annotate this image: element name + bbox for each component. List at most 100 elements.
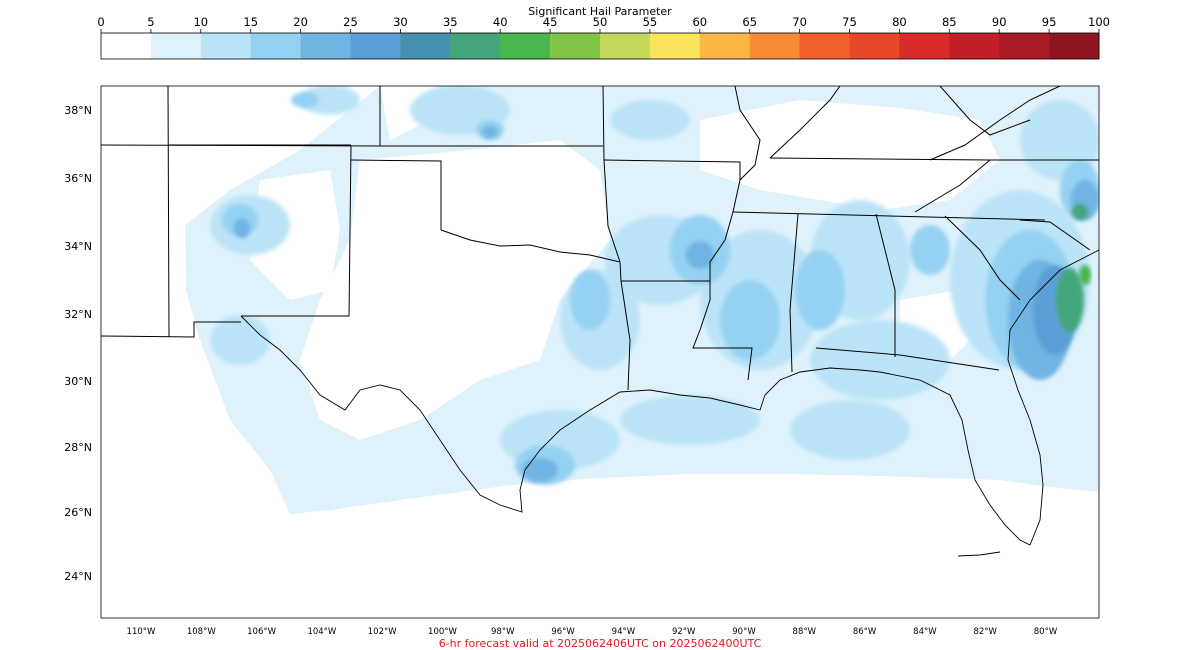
gap-west-texas — [300, 140, 610, 440]
colorbar-tick-label: 35 — [443, 15, 458, 29]
coast-texas-rio — [240, 315, 881, 513]
colorbar-swatch — [699, 33, 751, 59]
latitude-label: 38°N — [64, 104, 92, 117]
border-tx-la — [619, 261, 631, 391]
border-mississippi-river — [692, 86, 761, 381]
colorbar-tick-label: 85 — [942, 15, 957, 29]
border-az-nm — [167, 86, 170, 338]
colorbar-tick-labels: 0 5 10 15 20 25 30 35 40 45 50 55 60 65 70 75 80 85 90 95 10… — [97, 15, 1110, 33]
colorbar-tick-label: 95 — [1042, 15, 1057, 29]
longitude-label: 104°W — [307, 627, 336, 637]
colorbar-swatches — [101, 33, 1100, 59]
latitude-label: 26°N — [64, 506, 92, 519]
colorbar-swatch — [250, 33, 302, 59]
colorbar-tick-label: 10 — [193, 15, 208, 29]
colorbar-tick-label: 45 — [543, 15, 558, 29]
border-ga-sc — [944, 215, 1021, 301]
latitude-label: 34°N — [64, 240, 92, 253]
longitude-label: 94°W — [612, 627, 636, 637]
colorbar-title: Significant Hail Parameter — [528, 5, 672, 18]
colorbar-swatch — [799, 33, 850, 59]
latitude-label: 30°N — [64, 375, 92, 388]
colorbar-swatch — [150, 33, 202, 59]
colorbar-swatch — [999, 33, 1050, 59]
colorbar-tick-label: 20 — [293, 15, 308, 29]
colorbar-tick-label: 5 — [147, 15, 154, 29]
coastlines — [240, 249, 1099, 557]
gap-north — [700, 100, 1000, 210]
colorbar-tick-label: 70 — [792, 15, 807, 29]
colorbar-swatch — [350, 33, 401, 59]
border-ok-ar — [602, 86, 621, 263]
colorbar-swatch — [300, 33, 351, 59]
colorbar-tick-label: 30 — [393, 15, 408, 29]
colorbar-swatch — [1049, 33, 1100, 59]
coast-florida — [879, 249, 1099, 546]
longitude-label: 110°W — [127, 627, 156, 637]
longitude-label: 106°W — [247, 627, 276, 637]
colorbar-swatch — [200, 33, 252, 59]
longitude-label: 98°W — [491, 627, 515, 637]
latitude-label: 24°N — [64, 570, 92, 583]
border-tn-nc — [914, 159, 991, 213]
colorbar-tick-label: 80 — [892, 15, 907, 29]
border-ohio-river — [939, 86, 1031, 136]
longitude-label: 108°W — [187, 627, 216, 637]
political-borders — [101, 86, 1099, 391]
longitude-label: 82°W — [973, 627, 997, 637]
colorbar-tick-label: 0 — [97, 15, 104, 29]
latitude-label: 32°N — [64, 308, 92, 321]
map-panel: 38°N 36°N 34°N 32°N 30°N 28°N 26°N 24°N 110°W 10… — [64, 85, 1100, 637]
longitude-label: 100°W — [428, 627, 457, 637]
longitude-labels: 110°W 108°W 106°W 104°W 102°W 100°W 98°W 96°W 94… — [127, 627, 1058, 637]
colorbar-swatch — [101, 33, 152, 59]
border-fl-panhandle — [815, 347, 1000, 371]
border-nc-sc — [1019, 219, 1091, 251]
longitude-label: 86°W — [853, 627, 877, 637]
border-wv-ky — [929, 86, 1061, 161]
colorbar-tick-label: 65 — [742, 15, 757, 29]
border-ok-pan — [350, 159, 442, 230]
border-ms-al — [789, 213, 799, 373]
colorbar-swatch — [849, 33, 900, 59]
border-mexico-az — [101, 321, 241, 338]
colorbar-swatch — [550, 33, 601, 59]
colorbar-frame — [100, 32, 1100, 60]
colorbar-tick-label: 100 — [1088, 15, 1110, 29]
longitude-label: 80°W — [1034, 627, 1058, 637]
latitude-label: 28°N — [64, 441, 92, 454]
colorbar-swatch — [450, 33, 501, 59]
colorbar-tick-label: 15 — [243, 15, 258, 29]
colorbar-tick-label: 50 — [593, 15, 608, 29]
border-il-ky — [769, 86, 841, 159]
longitude-label: 90°W — [732, 627, 756, 637]
latitude-label: 36°N — [64, 172, 92, 185]
coast-keys — [957, 551, 1001, 557]
longitude-label: 92°W — [672, 627, 696, 637]
colorbar-swatch — [649, 33, 701, 59]
colorbar-swatch — [749, 33, 801, 59]
border-al-ga — [875, 213, 896, 357]
colorbar-swatch — [400, 33, 451, 59]
forecast-caption: 6-hr forecast valid at 2025062406UTC on … — [439, 637, 762, 650]
colorbar-swatch — [600, 33, 651, 59]
colorbar-tick-label: 25 — [343, 15, 358, 29]
colorbar-tick-label: 60 — [692, 15, 707, 29]
border-nm-tx — [241, 144, 352, 317]
colorbar-tick-label: 75 — [842, 15, 857, 29]
colorbar-swatch — [500, 33, 551, 59]
border-tn-ms-al — [732, 211, 1046, 221]
latitude-labels: 38°N 36°N 34°N 32°N 30°N 28°N 26°N 24°N — [64, 104, 92, 583]
border-red-river — [440, 229, 621, 263]
border-mo-ar — [603, 159, 741, 180]
longitude-label: 96°W — [551, 627, 575, 637]
longitude-label: 84°W — [913, 627, 937, 637]
shade-40-45 — [1079, 265, 1091, 285]
longitude-label: 102°W — [368, 627, 397, 637]
colorbar-swatch — [949, 33, 1000, 59]
colorbar-tick-label: 55 — [643, 15, 658, 29]
gap-arizona — [101, 145, 180, 330]
colorbar: Significant Hail Parameter 0 5 10 15 20 25 30 3… — [97, 5, 1110, 60]
map-frame — [100, 85, 1100, 619]
